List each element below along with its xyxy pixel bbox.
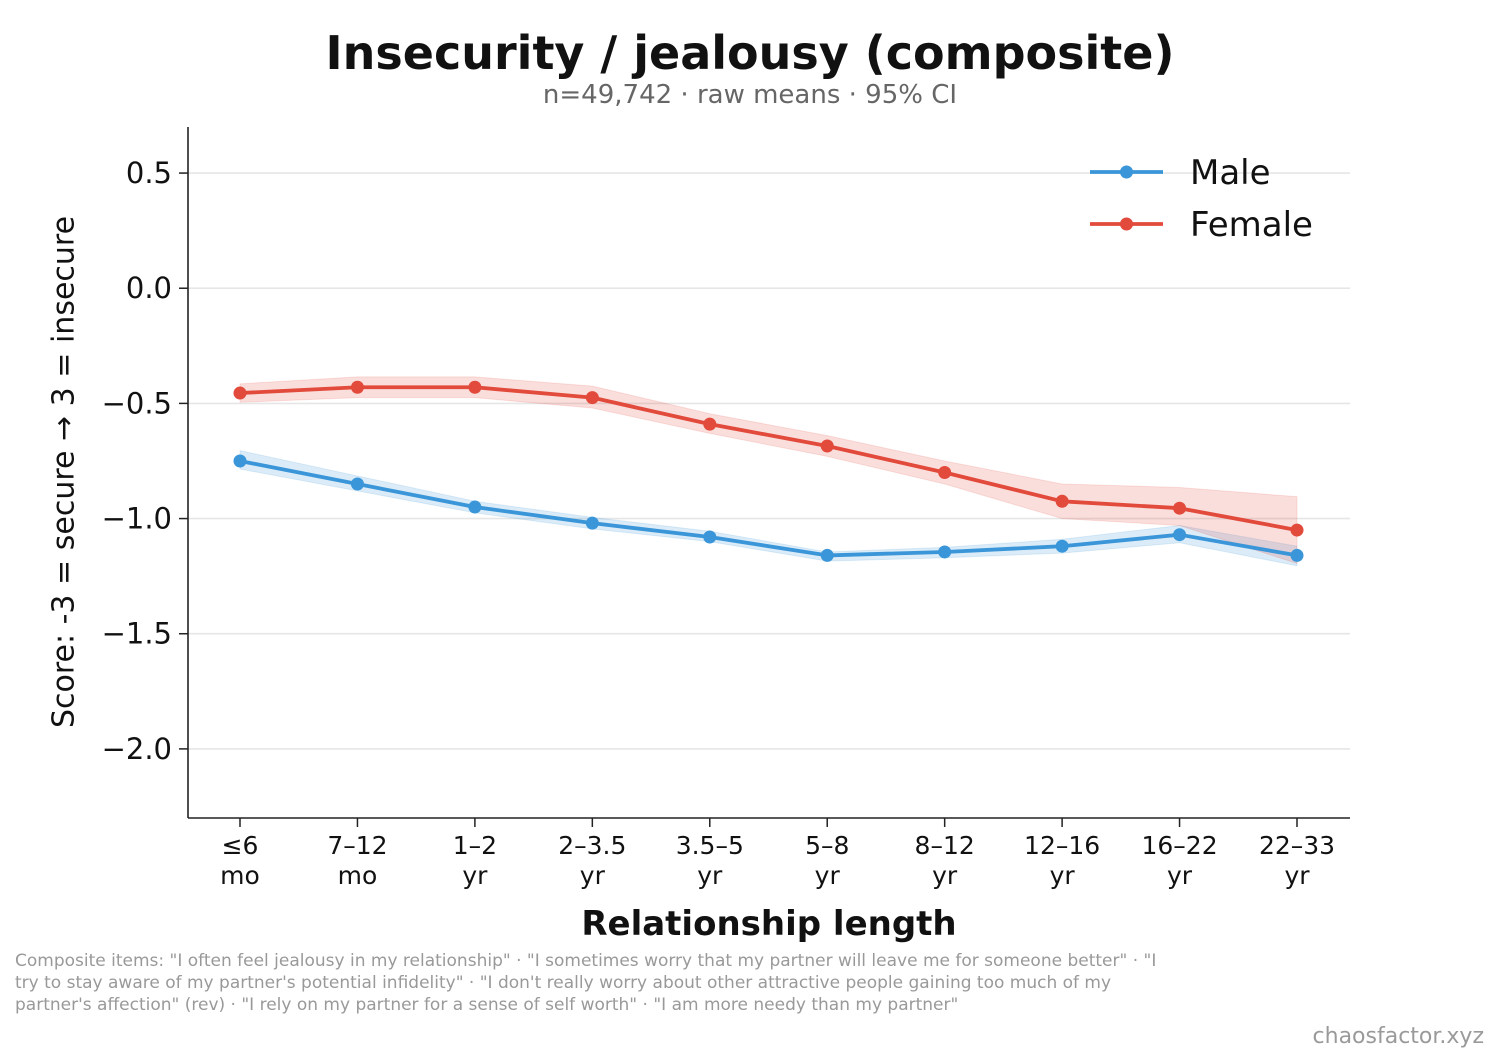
x-tick-label: 3.5–5 yr bbox=[676, 831, 744, 890]
tick-labels: 0.5 0.0 −0.5 −1.0 −1.5 −2.0 ≤6 mo 7–12 mo 1–2 yr 2–3… bbox=[102, 156, 1335, 890]
x-axis-label: Relationship length bbox=[581, 904, 957, 944]
data-point-female bbox=[703, 417, 717, 431]
y-tick-label: −0.5 bbox=[102, 386, 172, 420]
data-point-female bbox=[820, 439, 834, 453]
data-point-male bbox=[1055, 539, 1069, 553]
ci-bands bbox=[239, 376, 1298, 567]
data-point-male bbox=[468, 500, 482, 514]
y-tick-label: −1.5 bbox=[102, 617, 172, 651]
y-tick-label: 0.0 bbox=[126, 271, 172, 305]
data-point-male bbox=[1173, 528, 1187, 542]
series-line-female bbox=[239, 385, 1298, 532]
data-point-male bbox=[703, 530, 717, 544]
footnote: Composite items: "I often feel jealousy … bbox=[15, 951, 1157, 1015]
data-point-female bbox=[1055, 494, 1069, 508]
data-point-male bbox=[233, 454, 247, 468]
data-point-female bbox=[1290, 523, 1304, 537]
ci-band-female bbox=[239, 376, 1298, 565]
ci-band-male bbox=[239, 449, 1298, 567]
grid-lines bbox=[188, 172, 1350, 750]
x-tick-label: 12–16 yr bbox=[1024, 831, 1100, 890]
data-point-female bbox=[233, 386, 247, 400]
axes bbox=[179, 127, 1350, 827]
y-tick-label: −2.0 bbox=[102, 732, 172, 766]
series-line-male bbox=[239, 459, 1298, 558]
y-axis-label: Score: -3 = secure → 3 = insecure bbox=[46, 215, 82, 729]
chart-title: Insecurity / jealousy (composite) bbox=[325, 26, 1175, 80]
series-lines bbox=[239, 385, 1298, 558]
data-point-male bbox=[820, 548, 834, 562]
chart-subtitle: n=49,742 · raw means · 95% CI bbox=[542, 80, 958, 110]
legend-marker-male bbox=[1120, 165, 1133, 179]
data-point-male bbox=[350, 477, 364, 491]
x-tick-label: 2–3.5 yr bbox=[558, 831, 626, 890]
data-point-male bbox=[585, 516, 599, 530]
data-point-male bbox=[1290, 548, 1304, 562]
legend-label-male: Male bbox=[1190, 153, 1271, 193]
credit: chaosfactor.xyz bbox=[1312, 1024, 1484, 1049]
x-tick-label: 22–33 yr bbox=[1259, 831, 1335, 890]
data-point-male bbox=[938, 545, 952, 559]
x-tick-label: 7–12 mo bbox=[327, 831, 387, 890]
y-tick-label: −1.0 bbox=[102, 502, 172, 536]
data-point-female bbox=[468, 380, 482, 394]
x-tick-label: 1–2 yr bbox=[453, 831, 497, 890]
data-point-female bbox=[350, 380, 364, 394]
legend: Male Female bbox=[1090, 153, 1313, 245]
data-point-female bbox=[585, 391, 599, 405]
data-point-female bbox=[938, 466, 952, 479]
legend-label-female: Female bbox=[1190, 205, 1313, 245]
x-tick-label: 5–8 yr bbox=[805, 831, 849, 890]
series-points bbox=[233, 380, 1304, 562]
data-point-female bbox=[1173, 501, 1187, 515]
x-tick-label: 16–22 yr bbox=[1141, 831, 1217, 890]
x-tick-label: ≤6 mo bbox=[220, 831, 260, 890]
y-tick-label: 0.5 bbox=[126, 156, 172, 190]
legend-marker-female bbox=[1120, 217, 1133, 231]
x-tick-label: 8–12 yr bbox=[915, 831, 975, 890]
